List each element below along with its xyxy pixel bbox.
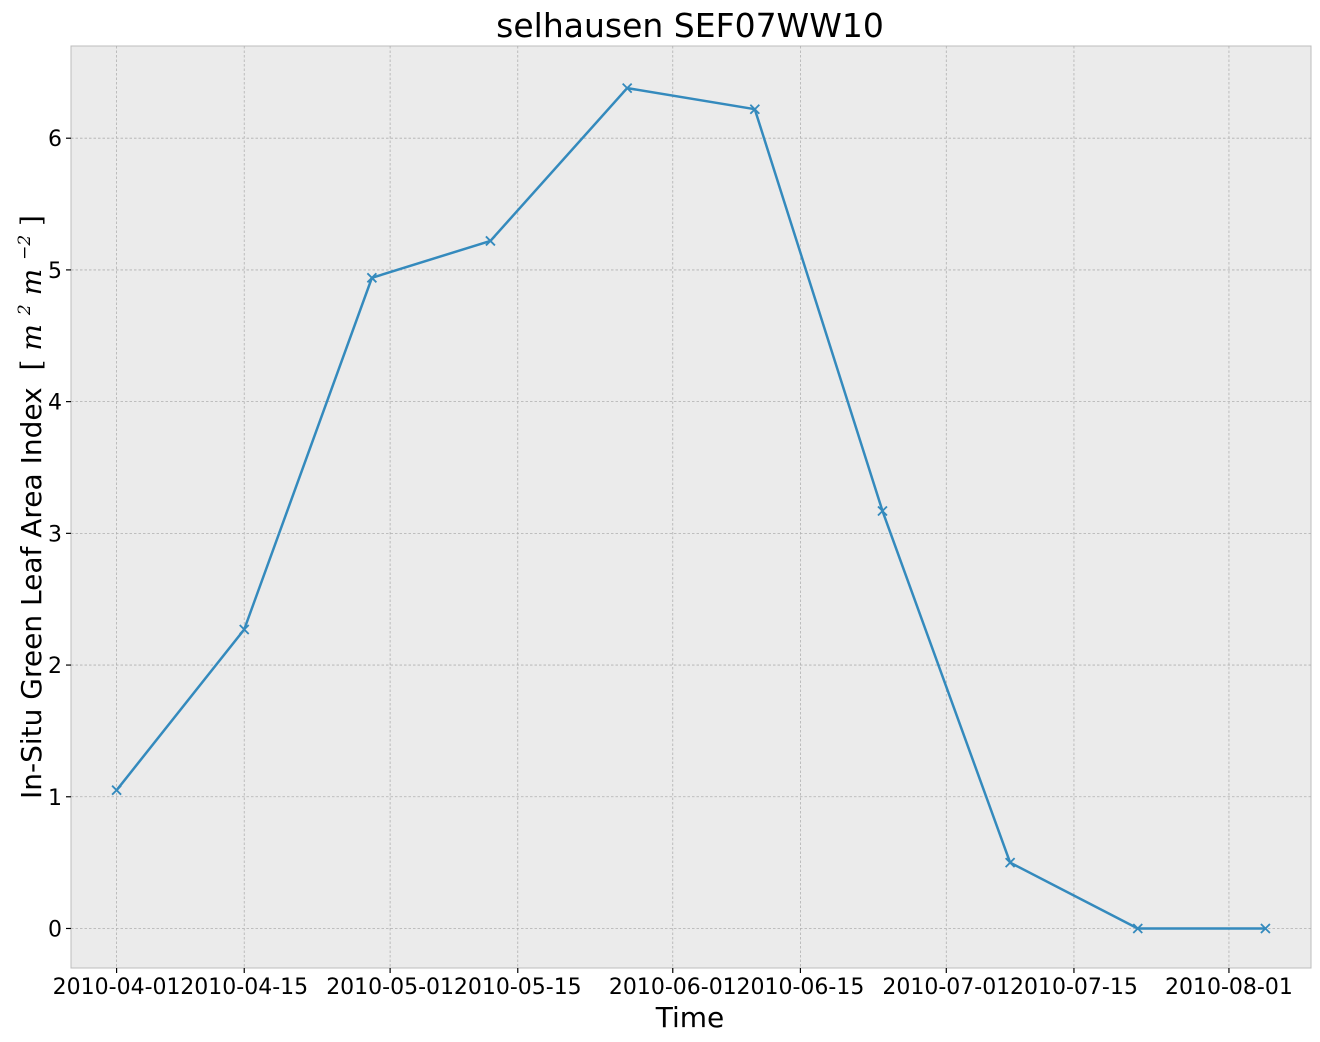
data-point-marker xyxy=(1004,857,1016,868)
data-point-marker xyxy=(485,235,496,247)
grid xyxy=(71,46,1311,968)
x-tick-label: 2010-06-01 xyxy=(609,975,737,1000)
x-axis-label: Time xyxy=(655,1001,725,1034)
x-tick-label: 2010-05-15 xyxy=(454,975,582,1000)
y-tick-label: 0 xyxy=(48,917,62,942)
marker-stroke xyxy=(1260,923,1271,934)
units-open-bracket: [ xyxy=(15,359,48,370)
x-axis: 2010-04-01 2010-04-15 2010-05-01 2010-05-15… xyxy=(53,968,1293,1000)
units-exp-neg2: −2 xyxy=(15,235,35,260)
x-tick-label: 2010-07-15 xyxy=(1010,975,1138,1000)
data-point-marker xyxy=(749,104,760,115)
y-tick-label: 6 xyxy=(48,127,62,152)
y-tick-label: 3 xyxy=(48,522,62,547)
series-line xyxy=(115,86,1266,930)
marker-stroke xyxy=(877,505,888,517)
x-tick-label: 2010-06-15 xyxy=(736,975,864,1000)
data-point-marker xyxy=(1260,923,1271,934)
marker-stroke xyxy=(749,104,760,115)
marker-stroke xyxy=(622,83,633,94)
y-tick-label: 1 xyxy=(48,786,62,811)
x-tick-label: 2010-04-15 xyxy=(180,975,308,1000)
data-point-marker xyxy=(1132,923,1143,934)
y-tick-label: 5 xyxy=(48,259,62,284)
units-close-bracket: ] xyxy=(15,215,48,226)
series-layer xyxy=(111,83,1271,934)
data-point-marker xyxy=(111,785,122,796)
marker-stroke xyxy=(485,235,496,247)
data-point-marker xyxy=(877,505,888,517)
x-tick-label: 2010-04-01 xyxy=(53,975,181,1000)
marker-stroke xyxy=(1132,923,1143,934)
y-axis-label-units: [ m 2 m −2 ] xyxy=(4,215,48,370)
x-tick-label: 2010-05-01 xyxy=(326,975,454,1000)
marker-stroke xyxy=(366,272,378,283)
data-point-marker xyxy=(239,624,250,635)
marker-stroke xyxy=(111,785,122,796)
data-point-marker xyxy=(366,272,378,283)
units-exp-2: 2 xyxy=(15,304,35,316)
marker-stroke xyxy=(1004,857,1016,868)
y-axis-label-text: In-Situ Green Leaf Area Index xyxy=(15,387,48,799)
y-axis-label: In-Situ Green Leaf Area Index [ m 2 m −2… xyxy=(4,215,48,799)
x-tick-label: 2010-07-01 xyxy=(882,975,1010,1000)
units-m2: m xyxy=(15,269,48,296)
plot-area xyxy=(70,45,1312,969)
chart-title: selhausen SEF07WW10 xyxy=(496,6,884,45)
y-tick-label: 4 xyxy=(48,391,62,416)
units-m: m xyxy=(15,324,48,351)
y-tick-label: 2 xyxy=(48,654,62,679)
y-axis: 0 1 2 3 4 5 6 xyxy=(48,127,71,942)
marker-stroke xyxy=(239,624,250,635)
data-point-marker xyxy=(622,83,633,94)
x-tick-label: 2010-08-01 xyxy=(1165,975,1293,1000)
